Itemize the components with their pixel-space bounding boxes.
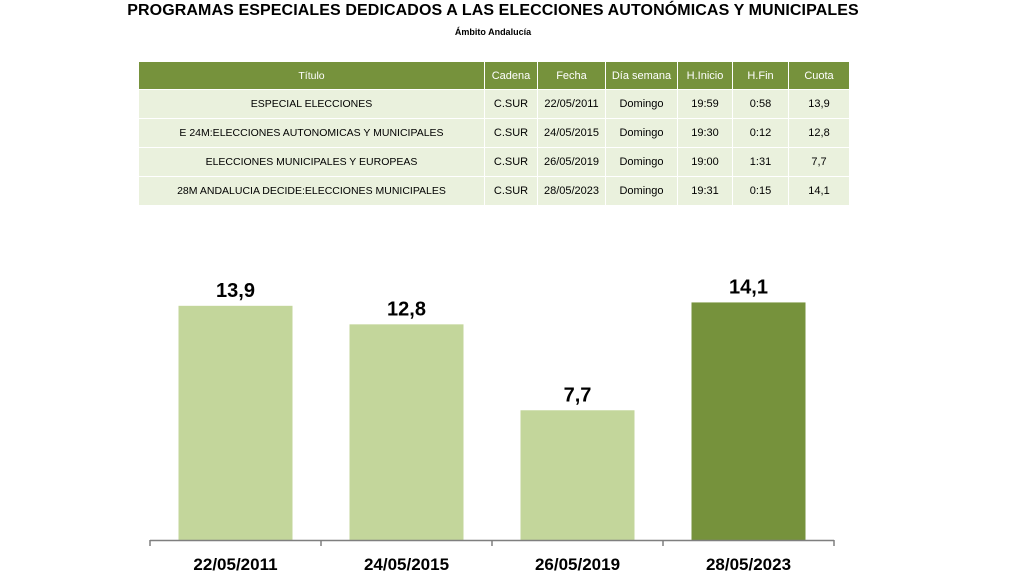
cell-cadena: C.SUR [485,147,538,176]
cell-cadena: C.SUR [485,118,538,147]
header-titulo: Título [139,62,485,89]
cell-fecha: 24/05/2015 [538,118,606,147]
cell-hora-inicio: 19:31 [678,176,733,205]
cell-dia-semana: Domingo [606,118,678,147]
cell-hora-fin: 0:58 [733,89,789,118]
header-hora-inicio: H.Inicio [678,62,733,89]
data-label: 14,1 [729,276,768,298]
cell-dia-semana: Domingo [606,176,678,205]
cell-hora-inicio: 19:00 [678,147,733,176]
bar [520,410,635,540]
cell-dia-semana: Domingo [606,147,678,176]
table-row: ELECCIONES MUNICIPALES Y EUROPEAS C.SUR … [139,147,849,176]
cell-titulo: 28M ANDALUCIA DECIDE:ELECCIONES MUNICIPA… [139,176,485,205]
cell-dia-semana: Domingo [606,89,678,118]
cell-cuota: 14,1 [789,176,849,205]
header-cadena: Cadena [485,62,538,89]
bar [178,305,293,540]
data-label: 12,8 [387,298,426,320]
header-fecha: Fecha [538,62,606,89]
x-tick-label: 24/05/2015 [364,555,449,574]
table-row: ESPECIAL ELECCIONES C.SUR 22/05/2011 Dom… [139,89,849,118]
cell-hora-fin: 0:15 [733,176,789,205]
cell-hora-inicio: 19:30 [678,118,733,147]
table-header-row: Título Cadena Fecha Día semana H.Inicio … [139,62,849,89]
table-row: 28M ANDALUCIA DECIDE:ELECCIONES MUNICIPA… [139,176,849,205]
cell-hora-fin: 1:31 [733,147,789,176]
page-title: PROGRAMAS ESPECIALES DEDICADOS A LAS ELE… [127,2,859,19]
cell-titulo: ELECCIONES MUNICIPALES Y EUROPEAS [139,147,485,176]
cell-cadena: C.SUR [485,89,538,118]
bar [349,324,464,540]
header-dia-semana: Día semana [606,62,678,89]
cell-titulo: ESPECIAL ELECCIONES [139,89,485,118]
x-tick-label: 22/05/2011 [193,555,277,574]
header-cuota: Cuota [789,62,849,89]
programs-table: Título Cadena Fecha Día semana H.Inicio … [139,62,849,205]
cell-cuota: 7,7 [789,147,849,176]
cell-fecha: 26/05/2019 [538,147,606,176]
x-tick-label: 28/05/2023 [706,555,791,574]
data-label: 13,9 [216,280,255,302]
cell-titulo: E 24M:ELECCIONES AUTONOMICAS Y MUNICIPAL… [139,118,485,147]
cell-cadena: C.SUR [485,176,538,205]
cell-fecha: 22/05/2011 [538,89,606,118]
cell-cuota: 12,8 [789,118,849,147]
header-hora-fin: H.Fin [733,62,789,89]
cell-hora-fin: 0:12 [733,118,789,147]
cell-fecha: 28/05/2023 [538,176,606,205]
x-tick-label: 26/05/2019 [535,555,620,574]
cell-cuota: 13,9 [789,89,849,118]
data-label: 7,7 [564,384,592,406]
bar [691,302,806,540]
table-row: E 24M:ELECCIONES AUTONOMICAS Y MUNICIPAL… [139,118,849,147]
cell-hora-inicio: 19:59 [678,89,733,118]
page-subtitle: Ámbito Andalucía [454,27,532,37]
